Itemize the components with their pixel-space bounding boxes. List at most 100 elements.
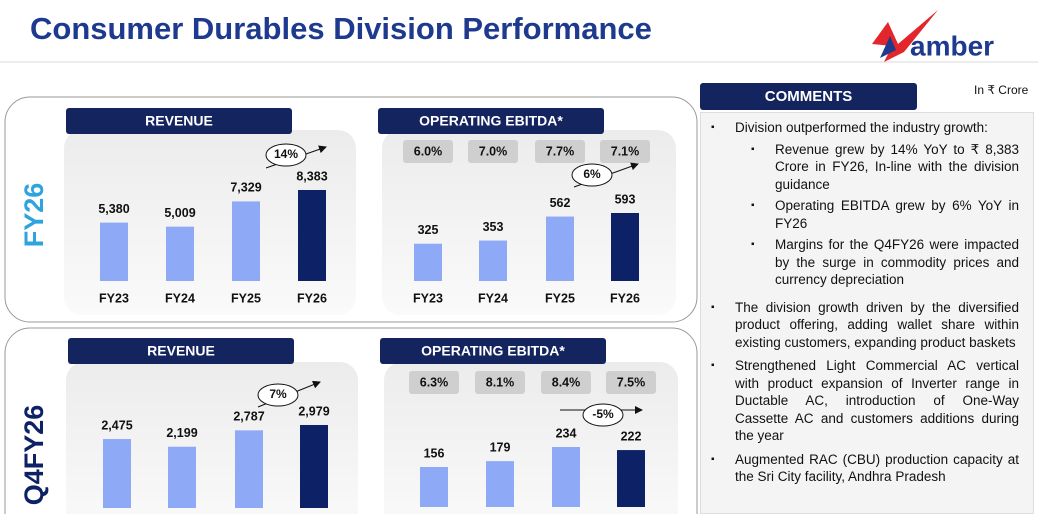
bar bbox=[479, 240, 507, 281]
value-label: 8,383 bbox=[296, 169, 327, 183]
margin-box bbox=[468, 140, 518, 163]
chart-title: OPERATING EBITDA* bbox=[419, 113, 563, 129]
margin-box bbox=[409, 371, 459, 394]
category-label: FY25 bbox=[545, 291, 575, 305]
value-label: 2,979 bbox=[298, 404, 329, 418]
bar bbox=[486, 461, 514, 507]
title: Consumer Durables Division Performance bbox=[30, 11, 652, 46]
bar bbox=[100, 222, 128, 281]
comment: ▪ Strengthened Light Commercial AC vertic… bbox=[711, 357, 1019, 445]
chart-title: OPERATING EBITDA* bbox=[421, 343, 565, 359]
bar bbox=[546, 216, 574, 281]
unit-note: In ₹ Crore bbox=[974, 83, 1029, 97]
margin-box bbox=[475, 371, 525, 394]
growth-badge bbox=[571, 163, 613, 187]
bar bbox=[300, 425, 328, 508]
panel-label: Q4FY26 bbox=[19, 405, 49, 506]
chart-tab bbox=[380, 338, 606, 364]
margin-label: 7.1% bbox=[611, 144, 640, 158]
comment-text: Division outperformed the industry growt… bbox=[735, 120, 988, 135]
panel-label: FY26 bbox=[19, 183, 49, 248]
sub-comment-text: Operating EBITDA grew by 6% YoY in FY26 bbox=[775, 198, 1019, 231]
comment-body: Division outperformed the industry growt… bbox=[735, 119, 1019, 293]
comment-text: Augmented RAC (CBU) production capacity … bbox=[735, 451, 1019, 485]
growth-label: -5% bbox=[592, 407, 614, 421]
comment-text: Strengthened Light Commercial AC vertica… bbox=[735, 358, 1019, 443]
value-label: 593 bbox=[615, 192, 636, 206]
value-label: 353 bbox=[483, 220, 504, 234]
bar bbox=[414, 243, 442, 281]
value-label: 5,380 bbox=[98, 202, 129, 216]
category-label: FY23 bbox=[99, 291, 129, 305]
bullet: ▪ bbox=[711, 360, 715, 371]
value-label: 2,787 bbox=[233, 410, 264, 424]
comment-text: The division growth driven by the divers… bbox=[735, 299, 1019, 350]
growth-label: 6% bbox=[583, 167, 601, 181]
value-label: 222 bbox=[621, 429, 642, 443]
chart-tab bbox=[378, 108, 604, 134]
comment-body: Strengthened Light Commercial AC vertica… bbox=[735, 357, 1019, 445]
sub-comment-text: Revenue grew by 14% YoY to ₹ 8,383 Crore… bbox=[775, 141, 1019, 192]
chart-box bbox=[64, 130, 356, 315]
value-label: 2,475 bbox=[101, 418, 132, 432]
margin-label: 7.5% bbox=[617, 375, 646, 389]
growth-label: 7% bbox=[269, 387, 287, 401]
bar bbox=[166, 226, 194, 281]
bar bbox=[232, 201, 260, 281]
margin-label: 6.0% bbox=[414, 144, 443, 158]
bar bbox=[235, 430, 263, 508]
margin-label: 8.4% bbox=[552, 375, 581, 389]
comment-body: The division growth driven by the divers… bbox=[735, 299, 1019, 352]
category-label: FY23 bbox=[413, 291, 443, 305]
margin-label: 7.7% bbox=[546, 144, 575, 158]
bar bbox=[420, 467, 448, 507]
bullet: ▪ bbox=[711, 301, 715, 313]
margin-box bbox=[403, 140, 453, 163]
bar bbox=[298, 190, 326, 281]
margin-box bbox=[606, 371, 656, 394]
bar bbox=[168, 446, 196, 508]
margin-box bbox=[600, 140, 650, 163]
margin-label: 8.1% bbox=[486, 375, 515, 389]
growth-badge bbox=[265, 143, 307, 167]
comment: ▪ Augmented RAC (CBU) production capacity… bbox=[711, 451, 1019, 486]
value-label: 2,199 bbox=[166, 426, 197, 440]
category-label: FY24 bbox=[165, 291, 195, 305]
category-label: FY26 bbox=[610, 291, 640, 305]
growth-badge bbox=[257, 383, 299, 407]
value-label: 562 bbox=[550, 196, 571, 210]
comment-body: Augmented RAC (CBU) production capacity … bbox=[735, 451, 1019, 486]
value-label: 179 bbox=[490, 440, 511, 454]
logo: amber bbox=[910, 30, 994, 61]
value-label: 7,329 bbox=[230, 181, 261, 195]
bullet: ▪ bbox=[711, 453, 715, 465]
bar bbox=[103, 439, 131, 508]
growth-label: 14% bbox=[274, 147, 298, 161]
category-label: FY24 bbox=[478, 291, 508, 305]
sub-comment: ▪ Margins for the Q4FY26 were impacted by… bbox=[751, 236, 1019, 289]
category-label: FY26 bbox=[297, 291, 327, 305]
logo-star bbox=[880, 36, 896, 58]
comments-box: ▪ Division outperformed the industry grow… bbox=[700, 112, 1034, 514]
sub-comment: ▪ Revenue grew by 14% YoY to ₹ 8,383 Cror… bbox=[751, 141, 1019, 194]
comment: ▪ Division outperformed the industry grow… bbox=[711, 119, 1019, 293]
sub-comment-text: Margins for the Q4FY26 were impacted by … bbox=[775, 237, 1019, 287]
chart-box bbox=[384, 362, 678, 514]
chart-title: REVENUE bbox=[145, 113, 213, 129]
value-label: 156 bbox=[424, 446, 445, 460]
margin-box bbox=[535, 140, 585, 163]
logo-star bbox=[872, 10, 938, 62]
margin-box bbox=[541, 371, 591, 394]
bar bbox=[617, 450, 645, 507]
category-label: FY25 bbox=[231, 291, 261, 305]
chart-title: REVENUE bbox=[147, 343, 215, 359]
bar bbox=[552, 447, 580, 507]
bullet: ▪ bbox=[751, 143, 755, 155]
bullet: ▪ bbox=[751, 239, 755, 250]
bar bbox=[611, 213, 639, 281]
value-label: 325 bbox=[418, 223, 439, 237]
growth-badge bbox=[582, 403, 624, 427]
bullet: ▪ bbox=[751, 200, 755, 211]
margin-label: 6.3% bbox=[420, 375, 449, 389]
